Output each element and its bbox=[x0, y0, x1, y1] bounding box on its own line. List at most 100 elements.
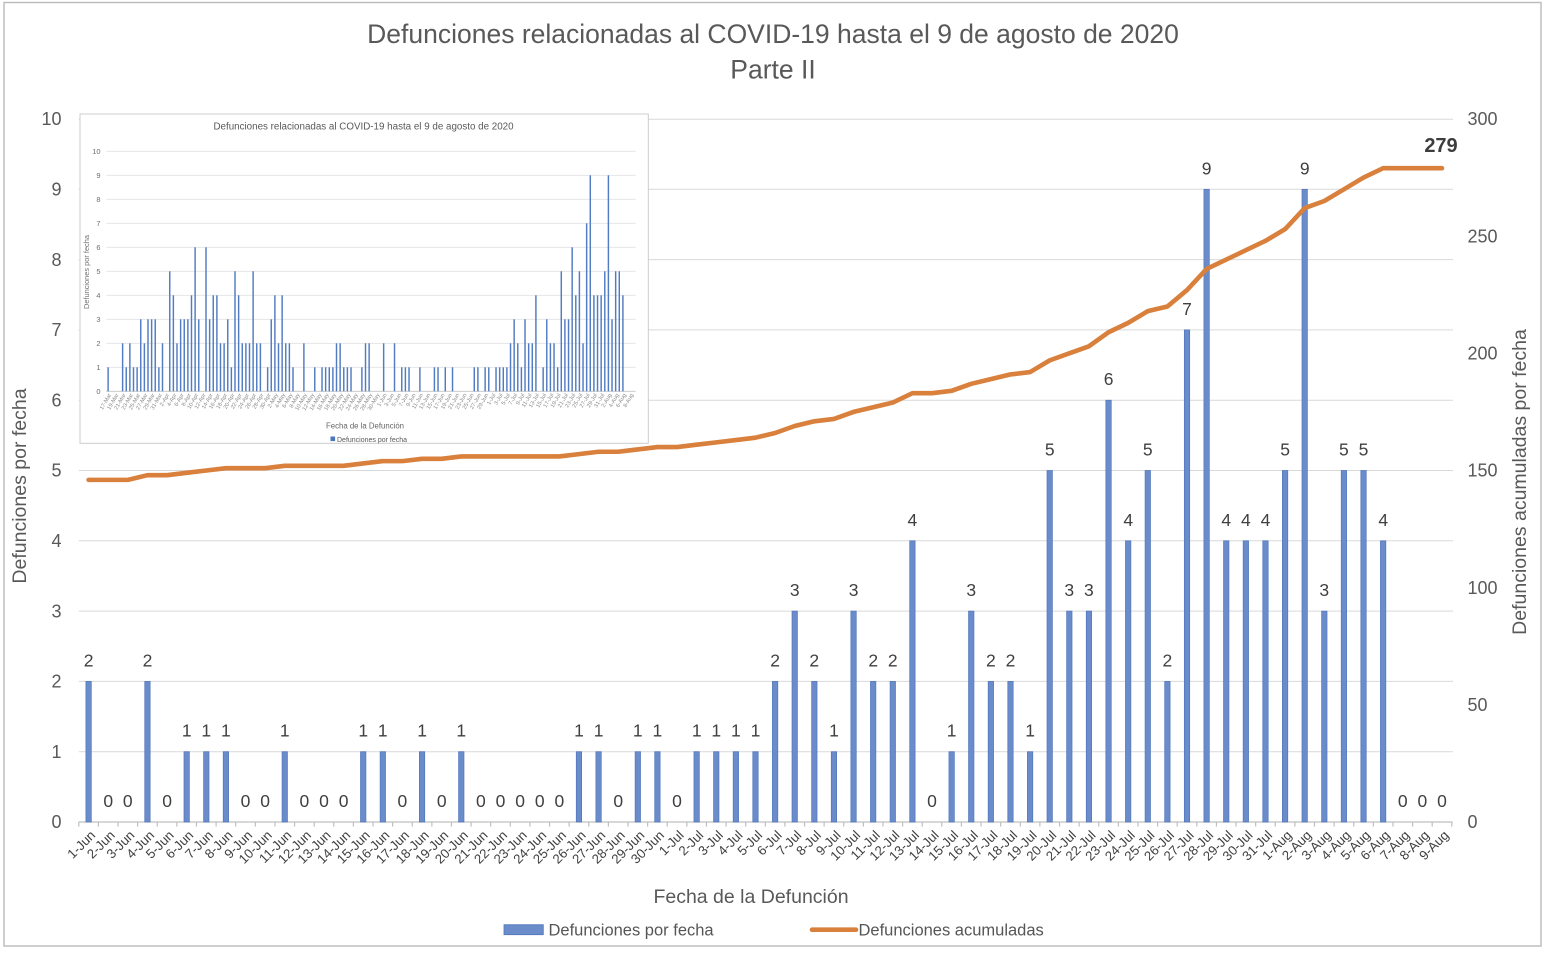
svg-text:9: 9 bbox=[1202, 158, 1212, 178]
svg-text:0: 0 bbox=[260, 791, 270, 811]
svg-text:6: 6 bbox=[96, 243, 100, 252]
svg-text:7: 7 bbox=[51, 320, 61, 340]
svg-text:3: 3 bbox=[966, 580, 976, 600]
svg-text:2: 2 bbox=[96, 339, 100, 348]
svg-text:6: 6 bbox=[51, 390, 61, 410]
svg-text:1: 1 bbox=[378, 721, 388, 741]
svg-text:2: 2 bbox=[143, 650, 153, 670]
svg-text:1: 1 bbox=[456, 721, 466, 741]
svg-text:Defunciones por fecha: Defunciones por fecha bbox=[82, 234, 91, 309]
svg-text:5: 5 bbox=[1339, 440, 1349, 460]
svg-text:Parte II: Parte II bbox=[730, 55, 815, 85]
svg-text:2: 2 bbox=[51, 672, 61, 692]
svg-text:5: 5 bbox=[1143, 440, 1153, 460]
svg-text:2: 2 bbox=[809, 650, 819, 670]
svg-text:4: 4 bbox=[1123, 510, 1133, 530]
svg-text:279: 279 bbox=[1424, 135, 1457, 157]
svg-text:1: 1 bbox=[692, 721, 702, 741]
svg-text:5: 5 bbox=[1045, 440, 1055, 460]
svg-text:4: 4 bbox=[1241, 510, 1251, 530]
svg-text:7: 7 bbox=[96, 219, 100, 228]
svg-text:1: 1 bbox=[751, 721, 761, 741]
svg-text:0: 0 bbox=[103, 791, 113, 811]
svg-text:0: 0 bbox=[1468, 812, 1478, 832]
svg-text:10: 10 bbox=[41, 109, 61, 129]
svg-text:3: 3 bbox=[96, 315, 100, 324]
svg-text:10: 10 bbox=[92, 147, 100, 156]
svg-text:1: 1 bbox=[51, 742, 61, 762]
svg-text:5: 5 bbox=[1359, 440, 1369, 460]
svg-text:Fecha de la Defunción: Fecha de la Defunción bbox=[326, 422, 404, 431]
svg-text:9-Jul: 9-Jul bbox=[515, 393, 526, 407]
svg-text:Defunciones por fecha: Defunciones por fecha bbox=[549, 922, 715, 940]
svg-text:Defunciones relacionadas al CO: Defunciones relacionadas al COVID-19 has… bbox=[213, 122, 514, 133]
svg-text:1: 1 bbox=[201, 721, 211, 741]
svg-text:3: 3 bbox=[1084, 580, 1094, 600]
svg-text:1: 1 bbox=[1025, 721, 1035, 741]
svg-text:5: 5 bbox=[1280, 440, 1290, 460]
svg-text:4: 4 bbox=[1378, 510, 1388, 530]
svg-text:0: 0 bbox=[1398, 791, 1408, 811]
svg-text:200: 200 bbox=[1468, 344, 1498, 364]
svg-text:3: 3 bbox=[849, 580, 859, 600]
svg-text:6: 6 bbox=[1104, 369, 1114, 389]
svg-text:3: 3 bbox=[790, 580, 800, 600]
svg-text:0: 0 bbox=[535, 791, 545, 811]
svg-text:0: 0 bbox=[1437, 791, 1447, 811]
svg-text:8: 8 bbox=[96, 195, 100, 204]
svg-text:Defunciones por fecha: Defunciones por fecha bbox=[9, 388, 31, 583]
svg-text:0: 0 bbox=[123, 791, 133, 811]
svg-text:0: 0 bbox=[51, 812, 61, 832]
svg-text:9: 9 bbox=[1300, 158, 1310, 178]
svg-text:2: 2 bbox=[888, 650, 898, 670]
svg-text:2: 2 bbox=[770, 650, 780, 670]
svg-text:100: 100 bbox=[1468, 578, 1498, 598]
svg-text:0: 0 bbox=[672, 791, 682, 811]
svg-text:0: 0 bbox=[437, 791, 447, 811]
svg-text:1: 1 bbox=[358, 721, 368, 741]
svg-text:1: 1 bbox=[594, 721, 604, 741]
svg-text:4: 4 bbox=[908, 510, 918, 530]
svg-text:7-Jul: 7-Jul bbox=[508, 393, 519, 407]
svg-text:1: 1 bbox=[947, 721, 957, 741]
svg-text:5: 5 bbox=[51, 461, 61, 481]
svg-text:300: 300 bbox=[1468, 109, 1498, 129]
svg-text:1: 1 bbox=[280, 721, 290, 741]
svg-text:0: 0 bbox=[319, 791, 329, 811]
svg-text:1: 1 bbox=[96, 363, 100, 372]
svg-text:9: 9 bbox=[96, 171, 100, 180]
svg-text:150: 150 bbox=[1468, 461, 1498, 481]
svg-text:4: 4 bbox=[96, 291, 100, 300]
svg-text:1: 1 bbox=[731, 721, 741, 741]
svg-text:1-Jul: 1-Jul bbox=[486, 393, 497, 407]
svg-text:4: 4 bbox=[51, 531, 61, 551]
svg-text:250: 250 bbox=[1468, 226, 1498, 246]
svg-text:1: 1 bbox=[182, 721, 192, 741]
svg-text:0: 0 bbox=[398, 791, 408, 811]
svg-text:Defunciones relacionadas al CO: Defunciones relacionadas al COVID-19 has… bbox=[367, 19, 1179, 49]
svg-text:Defunciones por fecha: Defunciones por fecha bbox=[337, 437, 407, 444]
svg-text:0: 0 bbox=[300, 791, 310, 811]
svg-text:0: 0 bbox=[162, 791, 172, 811]
svg-text:0: 0 bbox=[1418, 791, 1428, 811]
svg-text:1: 1 bbox=[633, 721, 643, 741]
svg-text:0: 0 bbox=[555, 791, 565, 811]
svg-text:0: 0 bbox=[613, 791, 623, 811]
svg-text:3-Jul: 3-Jul bbox=[493, 393, 504, 407]
svg-text:50: 50 bbox=[1468, 695, 1488, 715]
svg-text:2: 2 bbox=[1006, 650, 1016, 670]
svg-text:3: 3 bbox=[51, 601, 61, 621]
svg-text:0: 0 bbox=[476, 791, 486, 811]
svg-text:3: 3 bbox=[1064, 580, 1074, 600]
svg-text:4: 4 bbox=[1261, 510, 1271, 530]
svg-text:Fecha de la Defunción: Fecha de la Defunción bbox=[653, 886, 848, 908]
svg-text:1: 1 bbox=[574, 721, 584, 741]
svg-text:9: 9 bbox=[51, 180, 61, 200]
svg-text:5-Jul: 5-Jul bbox=[501, 393, 512, 407]
svg-text:0: 0 bbox=[515, 791, 525, 811]
svg-text:0: 0 bbox=[339, 791, 349, 811]
svg-text:0: 0 bbox=[496, 791, 506, 811]
svg-text:1: 1 bbox=[829, 721, 839, 741]
svg-text:0: 0 bbox=[96, 387, 100, 396]
svg-text:0: 0 bbox=[927, 791, 937, 811]
